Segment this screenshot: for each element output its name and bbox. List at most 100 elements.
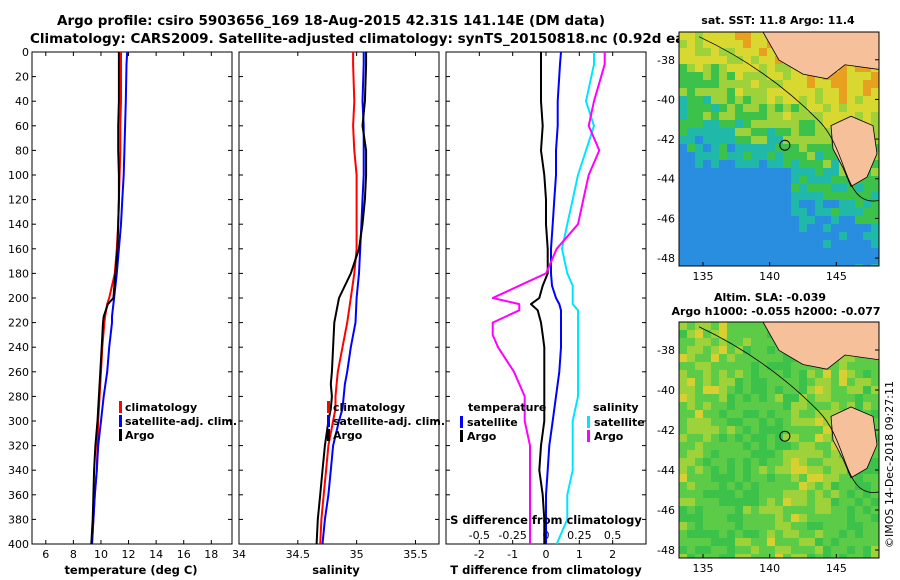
map-cell xyxy=(863,386,871,394)
map-cell xyxy=(823,498,831,506)
map-cell xyxy=(703,144,711,152)
map-cell xyxy=(727,546,735,554)
x-tick-label: 34 xyxy=(232,548,246,561)
map-cell xyxy=(687,458,695,466)
map-cell xyxy=(687,256,695,264)
map-cell xyxy=(687,554,695,558)
map-cell xyxy=(743,40,751,48)
map-cell xyxy=(799,168,807,176)
map-cell xyxy=(735,482,743,490)
map-cell xyxy=(791,546,799,554)
map-cell xyxy=(823,402,831,410)
map-cell xyxy=(775,136,783,144)
map-cell xyxy=(799,192,807,200)
map-cell xyxy=(695,522,703,530)
map-cell xyxy=(687,362,695,370)
x-tick-label: 16 xyxy=(177,548,191,561)
map-cell xyxy=(687,410,695,418)
map-cell xyxy=(695,168,703,176)
map-cell xyxy=(727,184,735,192)
map-cell xyxy=(711,482,719,490)
map-cell xyxy=(735,72,743,80)
map-cell xyxy=(703,104,711,112)
map-cell xyxy=(695,434,703,442)
map-cell xyxy=(687,378,695,386)
map-cell xyxy=(775,152,783,160)
map-cell xyxy=(735,426,743,434)
map-cell xyxy=(775,160,783,168)
map-cell xyxy=(767,482,775,490)
map-cell xyxy=(727,112,735,120)
map-cell xyxy=(839,200,847,208)
map-cell xyxy=(687,264,695,266)
map-cell xyxy=(871,418,879,426)
map-cell xyxy=(735,458,743,466)
map-cell xyxy=(871,474,879,482)
map-cell xyxy=(759,554,767,558)
map-cell xyxy=(679,184,687,192)
map-cell xyxy=(703,450,711,458)
map-cell xyxy=(847,72,855,80)
map-cell xyxy=(799,184,807,192)
map-cell xyxy=(847,232,855,240)
map-cell xyxy=(847,370,855,378)
map-cell xyxy=(751,32,759,40)
map-cell xyxy=(727,458,735,466)
map-cell xyxy=(751,330,759,338)
map-cell xyxy=(807,104,815,112)
map-cell xyxy=(847,216,855,224)
map-cell xyxy=(743,338,751,346)
map-cell xyxy=(759,354,767,362)
map-cell xyxy=(687,200,695,208)
map-cell xyxy=(759,442,767,450)
map-y-tick-label: -48 xyxy=(657,544,675,557)
map-cell xyxy=(855,224,863,232)
map-cell xyxy=(775,498,783,506)
map-cell xyxy=(719,136,727,144)
map-cell xyxy=(847,240,855,248)
map-cell xyxy=(751,40,759,48)
map-cell xyxy=(815,418,823,426)
y-tick-label: 260 xyxy=(8,366,29,379)
map-cell xyxy=(799,522,807,530)
map-cell xyxy=(695,538,703,546)
map-cell xyxy=(719,402,727,410)
map-cell xyxy=(831,80,839,88)
map-cell xyxy=(799,72,807,80)
map-cell xyxy=(703,32,711,40)
map-cell xyxy=(703,322,711,330)
map-cell xyxy=(735,474,743,482)
map-cell xyxy=(855,370,863,378)
map-cell xyxy=(759,136,767,144)
map-cell xyxy=(791,410,799,418)
map-cell xyxy=(703,96,711,104)
map-cell xyxy=(759,64,767,72)
map-cell xyxy=(791,240,799,248)
map-cell xyxy=(719,426,727,434)
map-cell xyxy=(863,72,871,80)
map-cell xyxy=(871,514,879,522)
map-cell xyxy=(743,168,751,176)
map-cell xyxy=(679,482,687,490)
map-cell xyxy=(695,160,703,168)
map-cell xyxy=(839,402,847,410)
map-cell xyxy=(847,402,855,410)
map-cell xyxy=(695,56,703,64)
map-cell xyxy=(759,184,767,192)
map-cell xyxy=(783,136,791,144)
temperature-profile-panel: 0 20 40 60 80 100 120 140 160 180 200 220 240 260 280 3… xyxy=(8,46,233,561)
map-cell xyxy=(711,264,719,266)
map-cell xyxy=(823,482,831,490)
map-cell xyxy=(815,248,823,256)
map-cell xyxy=(719,176,727,184)
map-cell xyxy=(767,224,775,232)
map-cell xyxy=(687,216,695,224)
map-cell xyxy=(679,104,687,112)
map-y-tick-label: -48 xyxy=(657,252,675,265)
map-cell xyxy=(703,386,711,394)
map-cell xyxy=(727,216,735,224)
map-cell xyxy=(799,546,807,554)
temperature-legend: climatology satellite-adj. clim. Argo xyxy=(119,401,237,442)
map-cell xyxy=(823,120,831,128)
y-tick-label: 240 xyxy=(8,341,29,354)
